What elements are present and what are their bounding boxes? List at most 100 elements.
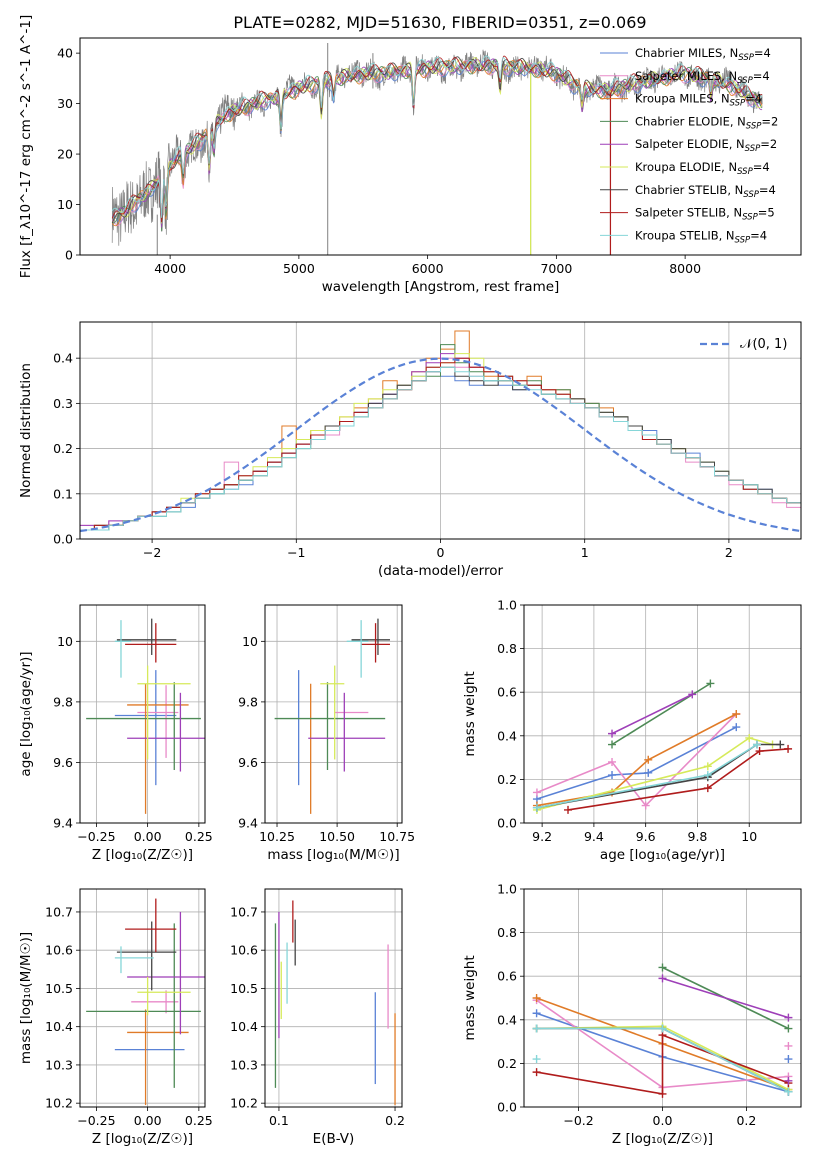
y-tick-label: 0.6	[497, 969, 517, 984]
plot-area	[111, 43, 763, 255]
x-tick-label: 6000	[412, 261, 444, 276]
x-tick-label: −0.25	[77, 1113, 115, 1128]
x-tick-label: −1	[287, 545, 305, 560]
legend-label: Chabrier ELODIE, NSSP=2	[635, 114, 778, 131]
x-axis-label: Z [log₁₀(Z/Z☉)]	[92, 1131, 193, 1147]
y-tick-label: 10.7	[230, 904, 258, 919]
y-tick-label: 0.0	[53, 532, 73, 547]
weight-line-kroupa_miles	[536, 713, 737, 807]
legend-label-sub: SSP	[742, 213, 758, 223]
y-tick-label: 0.8	[497, 925, 517, 940]
axes-frame	[523, 604, 802, 824]
weight-marker-salpeter_miles	[532, 788, 541, 797]
weight-extra-marker-chabrier_miles	[784, 1055, 793, 1064]
weight-marker-salpeter_elodie	[784, 1013, 793, 1022]
x-tick-label: 10	[741, 829, 757, 844]
x-tick-label: 9.6	[636, 829, 656, 844]
y-tick-label: 20	[57, 147, 73, 162]
legend-label-suffix: =4	[754, 46, 771, 60]
legend-label-sub: SSP	[745, 144, 761, 154]
panel-weight-vs-age: 9.2 9.4 9.6 9.8 10 0.0 0.2 0.4 0.6 0.8 1.0 age [log…	[462, 598, 802, 863]
weight-marker-kroupa_stelib	[658, 1024, 667, 1033]
y-tick-label: 0.1	[53, 486, 73, 501]
y-tick-label: 9.8	[238, 694, 258, 709]
weight-marker-chabrier_elodie	[784, 1024, 793, 1033]
x-axis-label: age [log₁₀(age/yr)]	[600, 847, 725, 863]
y-tick-label: 9.8	[53, 694, 73, 709]
weight-line-chabrier_miles	[536, 726, 737, 800]
weight-line-salpeter_elodie	[611, 693, 693, 735]
legend-label-text: Kroupa STELIB, N	[635, 228, 735, 242]
weight-marker-salpeter_stelib	[703, 784, 712, 793]
x-axis-label: Z [log₁₀(Z/Z☉)]	[92, 847, 193, 863]
y-tick-label: 0.4	[497, 728, 517, 743]
model-spectrum-salpeter_elodie	[112, 58, 763, 228]
plot-area	[274, 618, 390, 814]
y-axis-label: mass [log₁₀(M/M☉)]	[18, 932, 34, 1064]
weight-marker-chabrier_miles	[532, 1009, 541, 1018]
panel-mass-vs-Z: −0.25 0.00 0.25 10.2 10.3 10.4 10.5 10.6 10.7 Z […	[18, 888, 213, 1147]
figure-title: PLATE=0282, MJD=51630, FIBERID=0351, z=0…	[233, 13, 646, 32]
weight-marker-chabrier_miles	[608, 771, 617, 780]
axes-frame	[523, 888, 802, 1108]
weight-marker-salpeter_stelib	[532, 1068, 541, 1077]
y-axis-label: age [log₁₀(age/yr)]	[18, 651, 34, 776]
plot-area	[86, 618, 205, 814]
legend-label: Salpeter STELIB, NSSP=5	[635, 206, 775, 223]
x-tick-label: 9.2	[532, 829, 552, 844]
x-tick-label: 0.1	[269, 1113, 289, 1128]
y-tick-label: 40	[57, 46, 73, 61]
weight-marker-salpeter_stelib	[564, 805, 573, 814]
legend-label-sub: SSP	[746, 121, 762, 131]
y-tick-label: 9.6	[53, 755, 73, 770]
axes-frame	[79, 37, 802, 256]
y-tick-label: 0.4	[53, 351, 73, 366]
legend-label-sub: SSP	[737, 76, 753, 86]
legend-label-suffix: =4	[753, 160, 770, 174]
x-tick-label: −0.2	[563, 1113, 593, 1128]
normal-curve	[80, 357, 801, 533]
x-tick-label: 0.00	[134, 1113, 162, 1128]
x-tick-label: 9.4	[584, 829, 604, 844]
legend-label-suffix: =4	[750, 228, 767, 242]
legend-label-text: Chabrier STELIB, N	[635, 183, 743, 197]
y-tick-label: 9.4	[53, 816, 73, 831]
weight-marker-kroupa_miles	[732, 710, 741, 718]
plot-area	[274, 900, 396, 1106]
y-tick-label: 10.3	[230, 1057, 258, 1072]
weight-extra-marker-salpeter_miles	[784, 1041, 793, 1050]
legend-label-suffix: =5	[758, 206, 775, 220]
legend-label-text: Kroupa ELODIE, N	[635, 160, 737, 174]
x-axis-label: (data-model)/error	[378, 563, 504, 579]
legend-label: Chabrier STELIB, NSSP=4	[635, 183, 776, 200]
y-tick-label: 10.5	[45, 981, 73, 996]
y-tick-label: 10	[57, 634, 73, 649]
weight-extra-marker-salpeter_elodie	[784, 1076, 793, 1085]
axes-frame	[79, 604, 206, 824]
weight-line-salpeter_miles	[536, 713, 737, 807]
histogram-step-kroupa_stelib	[80, 366, 801, 531]
weight-line-chabrier_stelib	[536, 743, 781, 809]
legend-label-text: Salpeter STELIB, N	[635, 206, 742, 220]
legend-label-sub: SSP	[743, 190, 759, 200]
x-tick-label: 5000	[283, 261, 315, 276]
weight-marker-salpeter_miles	[608, 757, 617, 766]
legend-label-text: Salpeter MILES, N	[635, 69, 737, 83]
y-axis-label: mass weight	[462, 955, 478, 1040]
panel-spectrum: 4000 5000 6000 7000 8000 0 10 20 30 40 wavelength …	[18, 15, 802, 295]
weight-line-salpeter_stelib	[567, 748, 789, 811]
panel-residual-histogram: −2 −1 0 1 2 0.0 0.1 0.2 0.3 0.4 (data-model)/error…	[18, 321, 802, 579]
legend-label-sub: SSP	[737, 167, 753, 177]
y-tick-label: 0	[65, 248, 73, 263]
x-axis-label: Z [log₁₀(Z/Z☉)]	[612, 1131, 713, 1147]
axes-frame	[79, 321, 802, 540]
weight-line-kroupa_elodie	[536, 737, 773, 811]
weight-marker-chabrier_elodie	[608, 740, 617, 749]
x-tick-label: 0.25	[185, 1113, 213, 1128]
x-tick-label: 10.25	[259, 829, 295, 844]
weight-line-chabrier_elodie	[611, 682, 711, 746]
x-tick-label: 0.25	[185, 829, 213, 844]
x-tick-label: 0.00	[134, 829, 162, 844]
weight-marker-salpeter_miles	[641, 801, 650, 810]
